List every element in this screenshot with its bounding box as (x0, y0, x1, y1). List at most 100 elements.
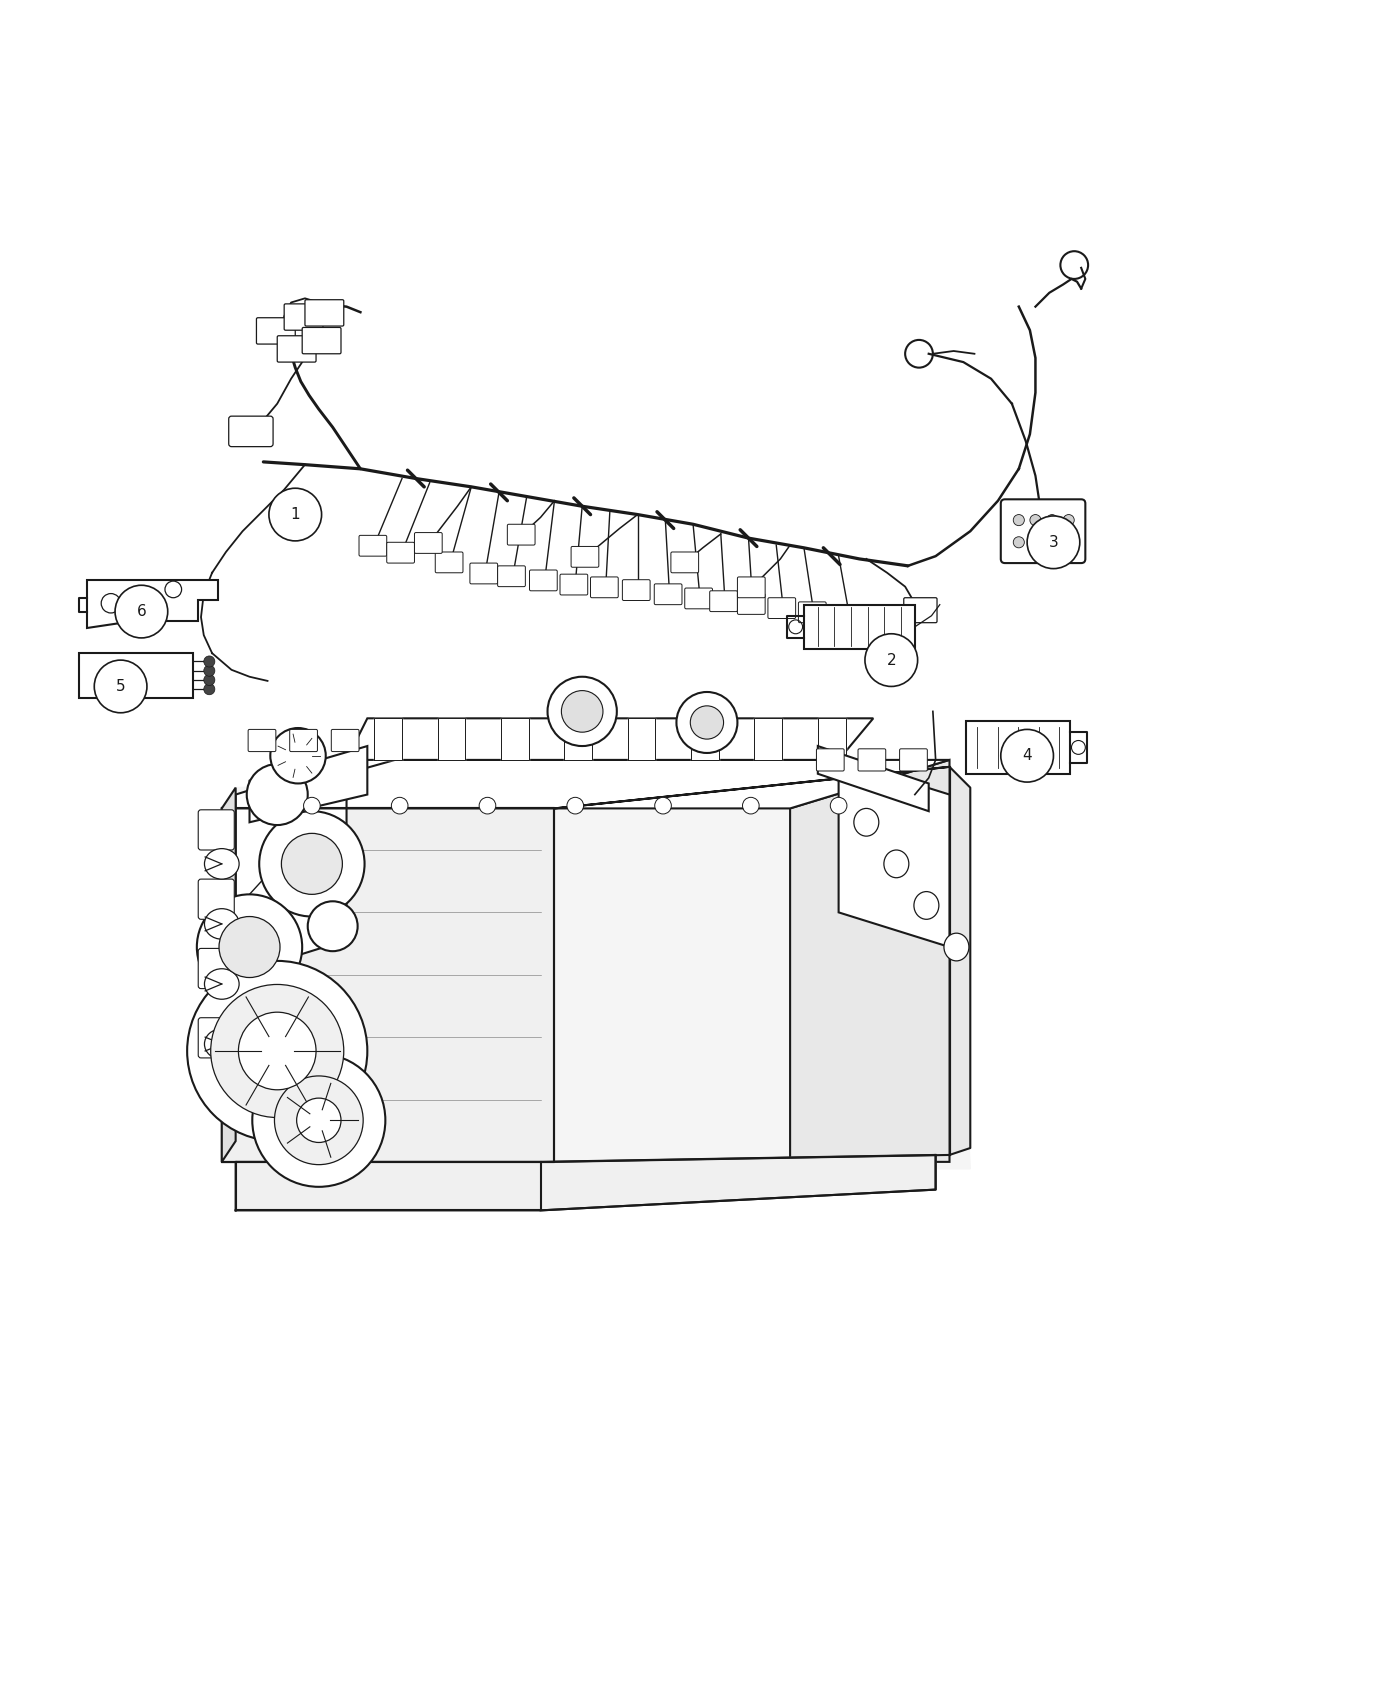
Circle shape (830, 797, 847, 814)
Polygon shape (235, 767, 970, 1170)
Polygon shape (221, 787, 235, 1161)
Ellipse shape (883, 850, 909, 877)
Circle shape (1014, 515, 1025, 525)
Circle shape (690, 706, 724, 740)
Circle shape (1030, 515, 1042, 525)
Circle shape (479, 797, 496, 814)
Ellipse shape (854, 809, 879, 836)
Polygon shape (221, 760, 949, 809)
Circle shape (742, 797, 759, 814)
Circle shape (259, 811, 364, 916)
FancyBboxPatch shape (966, 721, 1070, 774)
Polygon shape (221, 823, 395, 1161)
Circle shape (269, 488, 322, 541)
FancyBboxPatch shape (78, 653, 193, 697)
Polygon shape (790, 760, 949, 1161)
FancyBboxPatch shape (904, 598, 937, 622)
Text: 3: 3 (1049, 536, 1058, 549)
Ellipse shape (204, 969, 239, 1000)
Polygon shape (87, 580, 217, 629)
Ellipse shape (204, 848, 239, 879)
Ellipse shape (914, 891, 939, 920)
FancyBboxPatch shape (228, 416, 273, 447)
Ellipse shape (204, 1028, 239, 1059)
FancyBboxPatch shape (284, 304, 323, 330)
Circle shape (211, 984, 344, 1117)
FancyBboxPatch shape (386, 542, 414, 563)
FancyBboxPatch shape (248, 729, 276, 751)
FancyBboxPatch shape (654, 583, 682, 605)
Circle shape (197, 894, 302, 1000)
Circle shape (1014, 537, 1025, 547)
FancyBboxPatch shape (199, 949, 234, 989)
Circle shape (94, 660, 147, 712)
Polygon shape (818, 746, 928, 811)
Polygon shape (627, 719, 655, 760)
FancyBboxPatch shape (199, 809, 234, 850)
Polygon shape (438, 719, 465, 760)
Text: 6: 6 (137, 604, 146, 619)
FancyBboxPatch shape (290, 729, 318, 751)
Circle shape (218, 916, 280, 977)
Circle shape (297, 1098, 342, 1142)
FancyBboxPatch shape (769, 598, 795, 619)
Circle shape (865, 634, 917, 687)
FancyBboxPatch shape (798, 602, 826, 622)
FancyBboxPatch shape (804, 605, 914, 649)
FancyBboxPatch shape (199, 879, 234, 920)
Polygon shape (564, 719, 592, 760)
Circle shape (308, 901, 357, 952)
Polygon shape (221, 809, 554, 1161)
FancyBboxPatch shape (685, 588, 713, 609)
FancyBboxPatch shape (277, 337, 316, 362)
Text: 5: 5 (116, 678, 126, 694)
Polygon shape (755, 719, 783, 760)
Circle shape (1063, 537, 1074, 547)
Polygon shape (374, 719, 402, 760)
Circle shape (204, 665, 214, 677)
Circle shape (246, 763, 308, 824)
FancyBboxPatch shape (497, 566, 525, 586)
FancyBboxPatch shape (529, 570, 557, 592)
Polygon shape (249, 746, 367, 823)
FancyBboxPatch shape (302, 328, 342, 354)
FancyBboxPatch shape (738, 576, 766, 598)
Ellipse shape (204, 910, 239, 938)
Circle shape (252, 1054, 385, 1187)
FancyBboxPatch shape (571, 546, 599, 568)
Polygon shape (839, 760, 949, 947)
Polygon shape (949, 767, 970, 1154)
Polygon shape (818, 719, 846, 760)
Circle shape (655, 797, 672, 814)
Ellipse shape (944, 933, 969, 960)
Circle shape (274, 1076, 363, 1164)
Circle shape (1063, 515, 1074, 525)
FancyBboxPatch shape (560, 575, 588, 595)
Circle shape (676, 692, 738, 753)
Circle shape (547, 677, 617, 746)
Circle shape (270, 728, 326, 784)
FancyBboxPatch shape (332, 729, 358, 751)
Circle shape (204, 675, 214, 685)
FancyBboxPatch shape (435, 552, 463, 573)
Circle shape (238, 1012, 316, 1090)
Circle shape (188, 960, 367, 1141)
Circle shape (567, 797, 584, 814)
Circle shape (392, 797, 407, 814)
Circle shape (115, 585, 168, 638)
Circle shape (1047, 515, 1057, 525)
Polygon shape (347, 719, 874, 760)
Polygon shape (235, 760, 347, 974)
FancyBboxPatch shape (858, 748, 886, 772)
Circle shape (561, 690, 603, 733)
FancyBboxPatch shape (414, 532, 442, 554)
Polygon shape (692, 719, 718, 760)
FancyBboxPatch shape (470, 563, 497, 583)
FancyBboxPatch shape (1001, 500, 1085, 563)
Circle shape (1030, 537, 1042, 547)
FancyBboxPatch shape (623, 580, 650, 600)
Circle shape (1001, 729, 1053, 782)
Circle shape (281, 833, 343, 894)
FancyBboxPatch shape (591, 576, 619, 598)
FancyBboxPatch shape (900, 748, 927, 772)
